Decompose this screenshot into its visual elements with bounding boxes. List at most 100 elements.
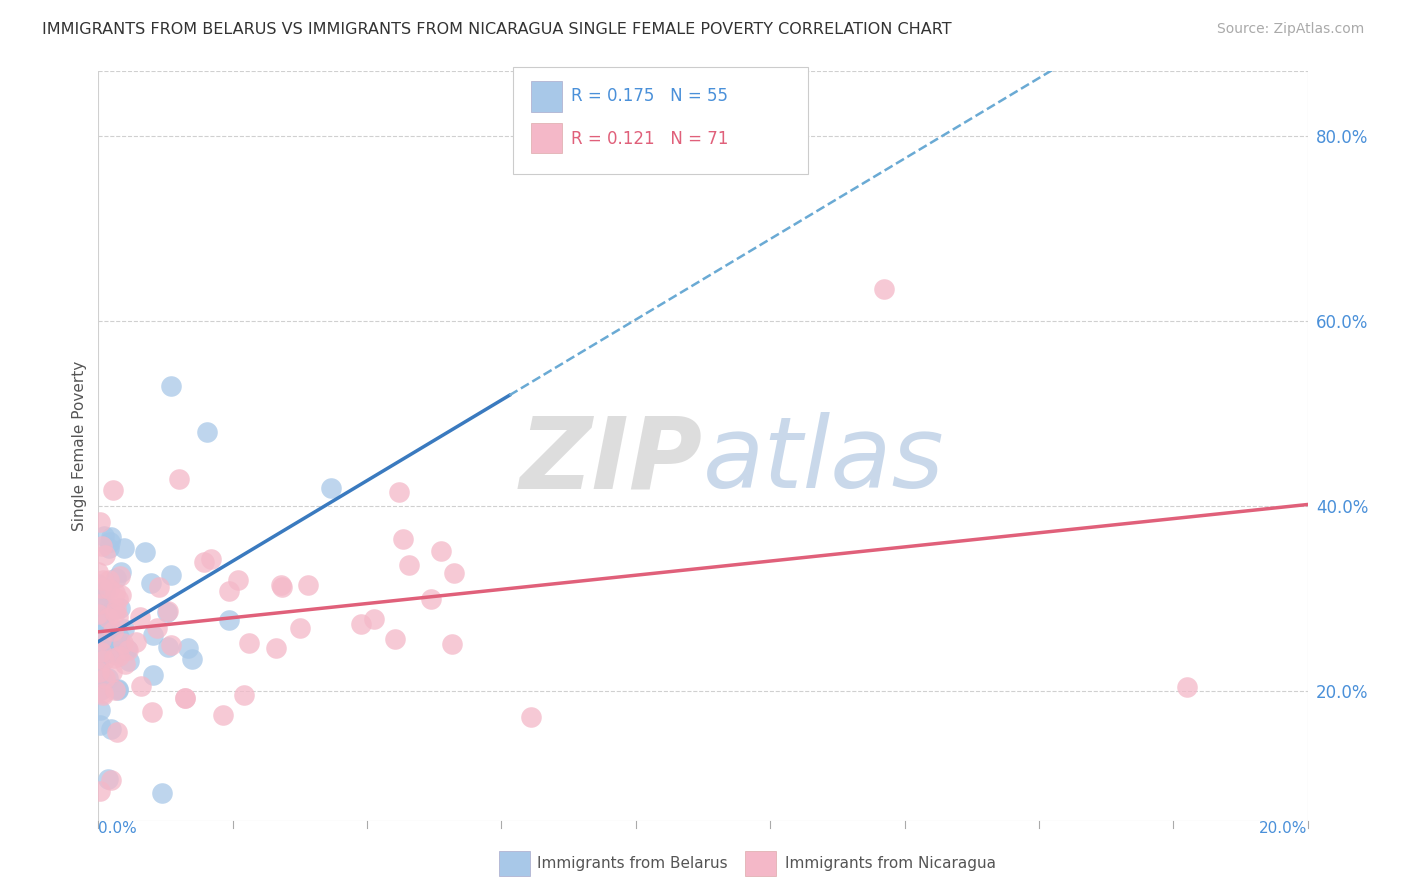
Point — [118, 654, 141, 668]
Point — [101, 483, 124, 497]
Point — [110, 569, 132, 583]
Point — [101, 665, 124, 679]
Point — [107, 637, 129, 651]
Point — [238, 636, 260, 650]
Point — [91, 637, 114, 651]
Point — [101, 624, 124, 638]
Point — [87, 665, 110, 679]
Point — [520, 709, 543, 723]
Point — [87, 597, 110, 611]
Point — [398, 558, 420, 573]
Point — [150, 786, 173, 800]
Point — [104, 586, 127, 600]
Point — [384, 632, 406, 647]
Point — [89, 718, 111, 732]
Point — [160, 638, 183, 652]
Point — [90, 682, 112, 697]
Text: R = 0.121   N = 71: R = 0.121 N = 71 — [571, 130, 728, 148]
Point — [87, 626, 110, 640]
Point — [97, 634, 120, 648]
Point — [271, 580, 294, 594]
Point — [443, 566, 465, 580]
Point — [100, 530, 122, 544]
Point — [98, 625, 121, 640]
Point — [89, 664, 111, 678]
Point — [177, 641, 200, 656]
Point — [228, 573, 250, 587]
Point — [115, 641, 138, 656]
Point — [100, 602, 122, 616]
Point — [89, 594, 111, 608]
Point — [110, 587, 132, 601]
Point — [350, 616, 373, 631]
Point — [87, 597, 110, 611]
Point — [97, 671, 120, 685]
Point — [270, 577, 292, 591]
Point — [156, 606, 179, 620]
Point — [93, 653, 115, 667]
Point — [114, 657, 136, 671]
Point — [108, 649, 131, 664]
Point — [87, 607, 110, 621]
Point — [108, 601, 131, 615]
Text: 0.0%: 0.0% — [98, 821, 138, 836]
Point — [87, 632, 110, 647]
Point — [104, 606, 127, 620]
Point — [105, 647, 128, 661]
Point — [89, 515, 111, 529]
Point — [157, 640, 180, 654]
Point — [218, 584, 240, 599]
Point — [233, 689, 256, 703]
Point — [174, 691, 197, 706]
Text: Immigrants from Nicaragua: Immigrants from Nicaragua — [785, 856, 995, 871]
Point — [98, 534, 121, 549]
Point — [388, 485, 411, 500]
Point — [107, 609, 129, 624]
Text: ZIP: ZIP — [520, 412, 703, 509]
Point — [94, 583, 117, 598]
Point — [89, 703, 111, 717]
Point — [1175, 680, 1198, 694]
Point — [319, 482, 342, 496]
Text: IMMIGRANTS FROM BELARUS VS IMMIGRANTS FROM NICARAGUA SINGLE FEMALE POVERTY CORRE: IMMIGRANTS FROM BELARUS VS IMMIGRANTS FR… — [42, 22, 952, 37]
Point — [134, 545, 156, 559]
Point — [142, 667, 165, 681]
Point — [93, 529, 115, 543]
Point — [200, 552, 222, 566]
Point — [440, 637, 463, 651]
Point — [97, 646, 120, 660]
Point — [264, 641, 287, 656]
Point — [97, 611, 120, 625]
Point — [195, 425, 218, 439]
Point — [100, 772, 122, 787]
Text: Source: ZipAtlas.com: Source: ZipAtlas.com — [1216, 22, 1364, 37]
Point — [87, 576, 110, 591]
Point — [218, 613, 240, 627]
Point — [90, 630, 112, 644]
Point — [104, 683, 127, 698]
Point — [297, 578, 319, 592]
Point — [180, 652, 202, 666]
Point — [873, 282, 896, 296]
Point — [90, 673, 112, 687]
Point — [90, 581, 112, 595]
Point — [430, 544, 453, 558]
Point — [105, 724, 128, 739]
Point — [100, 723, 122, 737]
Point — [212, 708, 235, 723]
Point — [169, 472, 191, 486]
Point — [114, 622, 136, 636]
Point — [90, 540, 112, 554]
Point — [91, 688, 114, 702]
Point — [157, 604, 180, 618]
Point — [91, 685, 114, 699]
Point — [129, 679, 152, 693]
Point — [112, 541, 135, 555]
Point — [420, 592, 443, 607]
Point — [160, 568, 183, 582]
Point — [148, 580, 170, 594]
Point — [93, 671, 115, 685]
Text: Immigrants from Belarus: Immigrants from Belarus — [537, 856, 728, 871]
Text: 20.0%: 20.0% — [1260, 821, 1308, 836]
Point — [128, 610, 150, 624]
